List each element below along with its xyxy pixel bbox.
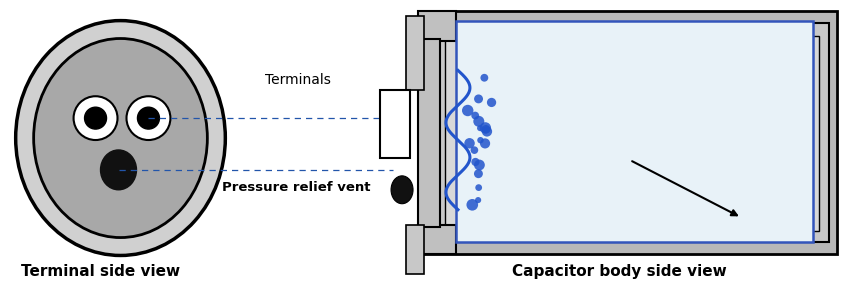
- Ellipse shape: [391, 176, 413, 204]
- Circle shape: [480, 138, 490, 148]
- Circle shape: [137, 107, 160, 129]
- Text: Terminal side view: Terminal side view: [21, 264, 180, 279]
- Ellipse shape: [15, 21, 225, 255]
- Circle shape: [473, 116, 484, 127]
- Circle shape: [487, 98, 497, 107]
- Circle shape: [462, 105, 473, 116]
- Circle shape: [466, 199, 478, 211]
- Circle shape: [482, 125, 490, 133]
- Circle shape: [478, 137, 484, 143]
- Bar: [418, 39, 440, 226]
- Text: Terminals: Terminals: [265, 73, 331, 87]
- Text: Element: Element: [628, 93, 691, 108]
- Bar: [445, 36, 819, 231]
- Circle shape: [84, 107, 107, 129]
- Circle shape: [464, 138, 475, 148]
- Text: Pressure relief vent: Pressure relief vent: [222, 181, 371, 194]
- Circle shape: [74, 96, 118, 140]
- Circle shape: [477, 125, 483, 131]
- Circle shape: [474, 169, 483, 178]
- Circle shape: [474, 95, 483, 103]
- Circle shape: [472, 112, 479, 119]
- Ellipse shape: [34, 39, 207, 238]
- Bar: [430, 23, 829, 242]
- Text: Potting glue: Potting glue: [582, 141, 678, 155]
- Circle shape: [480, 74, 488, 82]
- Bar: [380, 90, 410, 158]
- Circle shape: [472, 158, 479, 166]
- Circle shape: [475, 184, 482, 191]
- Bar: [406, 16, 424, 90]
- Circle shape: [482, 126, 492, 137]
- Bar: [456, 21, 813, 48]
- Bar: [406, 225, 424, 274]
- Bar: [456, 21, 813, 242]
- Bar: [418, 11, 838, 254]
- Circle shape: [475, 197, 481, 203]
- Bar: [456, 214, 813, 242]
- Circle shape: [126, 96, 170, 140]
- Circle shape: [471, 146, 478, 154]
- Bar: [418, 11, 456, 41]
- Ellipse shape: [101, 150, 137, 190]
- Circle shape: [474, 160, 484, 171]
- Text: Capacitor body side view: Capacitor body side view: [512, 264, 727, 279]
- Circle shape: [479, 122, 491, 134]
- Bar: [418, 225, 456, 254]
